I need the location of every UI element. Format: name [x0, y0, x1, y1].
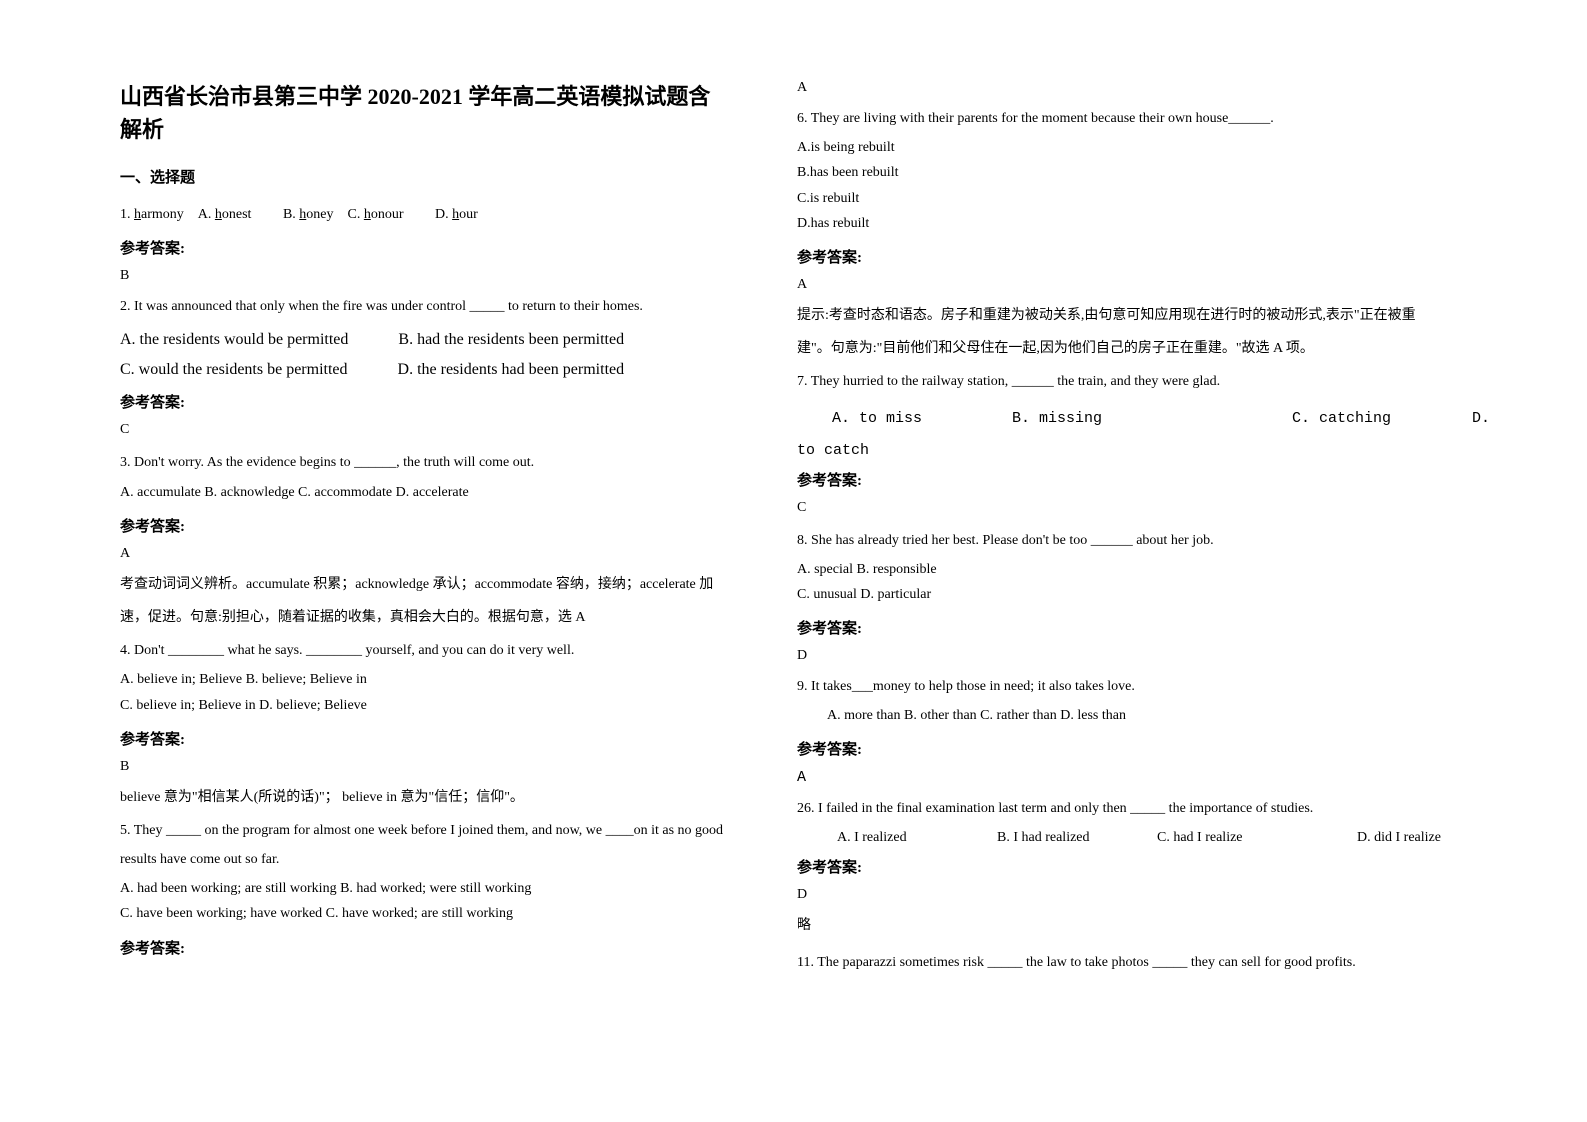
- answer-6: A: [797, 277, 1517, 293]
- answer-2: C: [120, 422, 727, 438]
- question-2-options-ab: A. the residents would be permitted B. h…: [120, 331, 727, 349]
- question-4-options-ab: A. believe in; Believe B. believe; Belie…: [120, 667, 727, 692]
- q7-opt-a: A. to miss: [832, 410, 1012, 427]
- question-2-options-cd: C. would the residents be permitted D. t…: [120, 361, 727, 379]
- answer-label: 参考答案:: [120, 937, 727, 958]
- question-9: 9. It takes___money to help those in nee…: [797, 674, 1517, 699]
- q6-opt-b: B.has been rebuilt: [797, 160, 1517, 185]
- q6-opt-a: A.is being rebuilt: [797, 135, 1517, 160]
- q8-opts-cd: C. unusual D. particular: [797, 582, 1517, 607]
- document-title: 山西省长治市县第三中学 2020-2021 学年高二英语模拟试题含解析: [120, 80, 727, 146]
- q2-opt-d: D. the residents had been permitted: [398, 361, 625, 379]
- q7-opt-d: D.: [1472, 410, 1490, 427]
- question-1: 1. harmony A. honest B. honey C. honour …: [120, 202, 727, 227]
- answer-4: B: [120, 759, 727, 775]
- answer-label: 参考答案:: [120, 515, 727, 536]
- question-5-options-cd: C. have been working; have worked C. hav…: [120, 901, 727, 926]
- explanation-3a: 考查动词词义辨析。accumulate 积累；acknowledge 承认；ac…: [120, 572, 727, 597]
- question-2: 2. It was announced that only when the f…: [120, 294, 727, 319]
- q7-opt-d-cont: to catch: [797, 442, 1517, 459]
- question-6: 6. They are living with their parents fo…: [797, 106, 1517, 131]
- answer-label: 参考答案:: [797, 246, 1517, 267]
- q2-opt-b: B. had the residents been permitted: [398, 331, 624, 349]
- q6-opt-c: C.is rebuilt: [797, 186, 1517, 211]
- question-7: 7. They hurried to the railway station, …: [797, 369, 1517, 394]
- answer-label: 参考答案:: [120, 391, 727, 412]
- answer-7: C: [797, 500, 1517, 516]
- q10-opt-d: D. did I realize: [1357, 830, 1517, 846]
- explanation-4: believe 意为"相信某人(所说的话)"； believe in 意为"信任…: [120, 785, 727, 810]
- answer-label: 参考答案:: [120, 237, 727, 258]
- answer-label: 参考答案:: [797, 738, 1517, 759]
- explanation-6a: 提示:考查时态和语态。房子和重建为被动关系,由句意可知应用现在进行时的被动形式,…: [797, 303, 1517, 328]
- q2-opt-a: A. the residents would be permitted: [120, 331, 348, 349]
- explanation-6b: 建"。句意为:"目前他们和父母住在一起,因为他们自己的房子正在重建。"故选 A …: [797, 336, 1517, 361]
- explanation-3b: 速，促进。句意:别担心，随着证据的收集，真相会大白的。根据句意，选 A: [120, 605, 727, 630]
- answer-5: A: [797, 80, 1517, 96]
- question-4: 4. Don't ________ what he says. ________…: [120, 638, 727, 663]
- answer-label: 参考答案:: [120, 728, 727, 749]
- question-5-line2: results have come out so far.: [120, 847, 727, 872]
- answer-label: 参考答案:: [797, 469, 1517, 490]
- q10-opt-b: B. I had realized: [997, 830, 1157, 846]
- q10-opt-c: C. had I realize: [1157, 830, 1357, 846]
- answer-label: 参考答案:: [797, 856, 1517, 877]
- question-11: 11. The paparazzi sometimes risk _____ t…: [797, 950, 1517, 975]
- answer-8: D: [797, 648, 1517, 664]
- q7-opt-c: C. catching: [1292, 410, 1472, 427]
- question-7-options: A. to miss B. missing C. catching D.: [797, 410, 1517, 427]
- answer-3: A: [120, 546, 727, 562]
- question-8: 8. She has already tried her best. Pleas…: [797, 528, 1517, 553]
- question-5-options-ab: A. had been working; are still working B…: [120, 876, 727, 901]
- q2-opt-c: C. would the residents be permitted: [120, 361, 348, 379]
- question-4-options-cd: C. believe in; Believe in D. believe; Be…: [120, 693, 727, 718]
- q10-opt-a: A. I realized: [837, 830, 997, 846]
- explanation-10: 略: [797, 913, 1517, 938]
- q6-opt-d: D.has rebuilt: [797, 211, 1517, 236]
- question-3-options: A. accumulate B. acknowledge C. accommod…: [120, 480, 727, 505]
- section-header: 一、选择题: [120, 166, 727, 187]
- answer-10: D: [797, 887, 1517, 903]
- q7-opt-b: B. missing: [1012, 410, 1292, 427]
- answer-1: B: [120, 268, 727, 284]
- question-9-options: A. more than B. other than C. rather tha…: [797, 703, 1517, 728]
- answer-label: 参考答案:: [797, 617, 1517, 638]
- q8-opts-ab: A. special B. responsible: [797, 557, 1517, 582]
- question-10-options: A. I realized B. I had realized C. had I…: [797, 830, 1517, 846]
- answer-9: A: [797, 769, 1517, 786]
- question-5-line1: 5. They _____ on the program for almost …: [120, 818, 727, 843]
- question-10: 26. I failed in the final examination la…: [797, 796, 1517, 821]
- question-3: 3. Don't worry. As the evidence begins t…: [120, 450, 727, 475]
